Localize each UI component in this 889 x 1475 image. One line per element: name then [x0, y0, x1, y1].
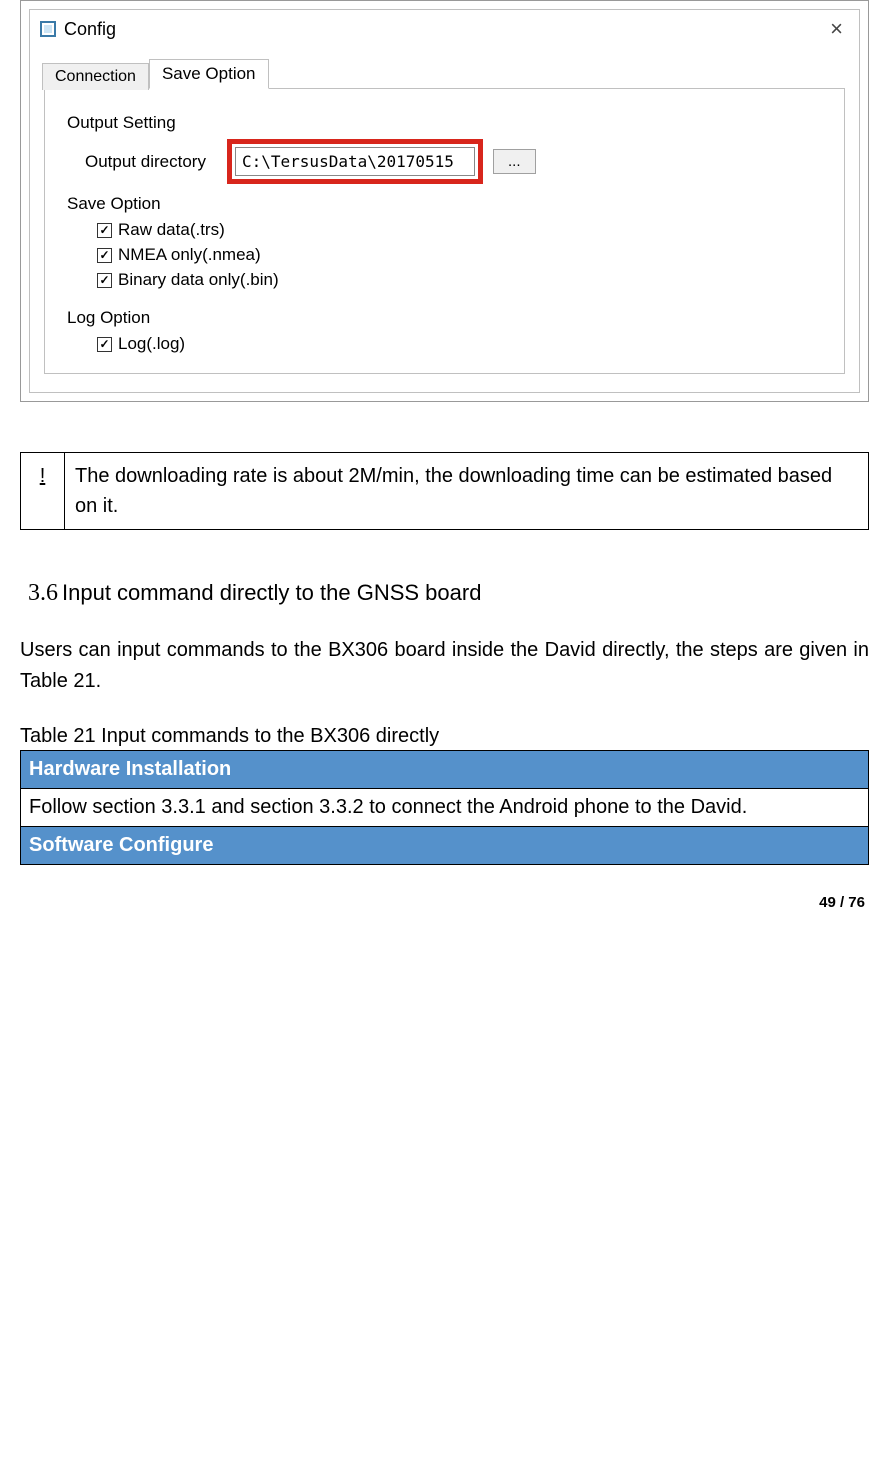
app-icon	[40, 21, 56, 37]
tab-save-option[interactable]: Save Option	[149, 59, 269, 89]
titlebar: Config ×	[30, 10, 859, 48]
save-option-list: Raw data(.trs) NMEA only(.nmea) Binary d…	[97, 220, 822, 290]
table21-header-hw: Hardware Installation	[21, 751, 869, 789]
tabpanel-save-option: Output Setting Output directory ... Save…	[44, 89, 845, 374]
output-setting-label: Output Setting	[67, 113, 822, 133]
check-binary-only[interactable]: Binary data only(.bin)	[97, 270, 822, 290]
checkbox-icon	[97, 273, 112, 288]
table21-header-sw: Software Configure	[21, 827, 869, 865]
checkbox-icon	[97, 248, 112, 263]
section-number: 3.6	[28, 580, 58, 606]
check-log[interactable]: Log(.log)	[97, 334, 822, 354]
checkbox-icon	[97, 337, 112, 352]
check-label: Log(.log)	[118, 334, 185, 354]
check-label: Raw data(.trs)	[118, 220, 225, 240]
note-table: ! The downloading rate is about 2M/min, …	[20, 452, 869, 530]
page-number: 49 / 76	[819, 894, 865, 911]
table21-body-hw: Follow section 3.3.1 and section 3.3.2 t…	[21, 789, 869, 827]
note-text: The downloading rate is about 2M/min, th…	[65, 453, 869, 530]
save-option-label: Save Option	[67, 194, 822, 214]
tabstrip: Connection Save Option	[42, 58, 845, 89]
window-title: Config	[64, 19, 824, 40]
close-icon[interactable]: ×	[824, 16, 849, 42]
check-raw-data[interactable]: Raw data(.trs)	[97, 220, 822, 240]
table21: Hardware Installation Follow section 3.3…	[20, 750, 869, 865]
check-label: Binary data only(.bin)	[118, 270, 279, 290]
output-directory-highlight	[227, 139, 483, 184]
section-paragraph: Users can input commands to the BX306 bo…	[20, 635, 869, 697]
config-screenshot: Config × Connection Save Option Output S…	[20, 0, 869, 402]
log-option-label: Log Option	[67, 308, 822, 328]
config-window: Config × Connection Save Option Output S…	[29, 9, 860, 393]
output-directory-input[interactable]	[235, 147, 475, 176]
check-nmea-only[interactable]: NMEA only(.nmea)	[97, 245, 822, 265]
client-area: Connection Save Option Output Setting Ou…	[30, 48, 859, 392]
output-directory-label: Output directory	[85, 152, 217, 172]
table21-caption: Table 21 Input commands to the BX306 dir…	[20, 725, 869, 748]
section-heading: 3.6Input command directly to the GNSS bo…	[28, 580, 869, 607]
note-icon: !	[21, 453, 65, 530]
output-directory-row: Output directory ...	[85, 139, 822, 184]
log-option-list: Log(.log)	[97, 334, 822, 354]
browse-button[interactable]: ...	[493, 149, 536, 174]
section-title: Input command directly to the GNSS board	[62, 580, 481, 605]
tab-connection[interactable]: Connection	[42, 63, 149, 90]
checkbox-icon	[97, 223, 112, 238]
check-label: NMEA only(.nmea)	[118, 245, 261, 265]
